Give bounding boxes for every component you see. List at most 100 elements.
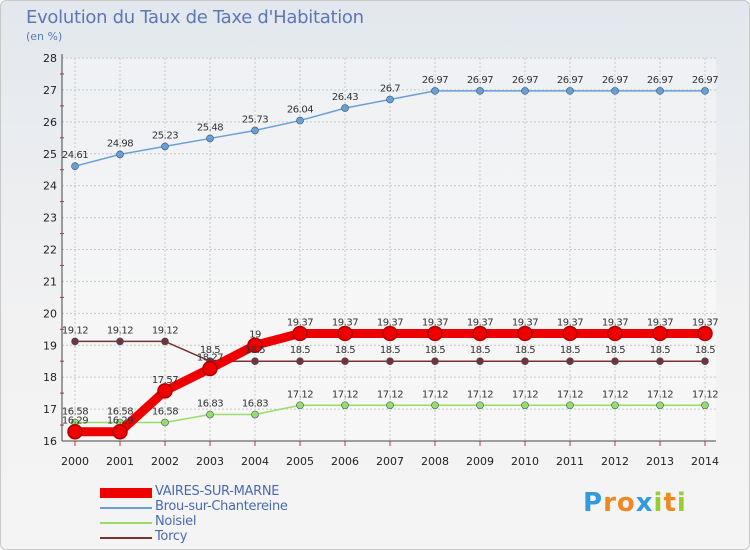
y-tick-label: 20	[43, 307, 57, 320]
data-label: 18.5	[200, 345, 220, 356]
x-tick-label: 2013	[646, 455, 674, 468]
data-point	[476, 357, 484, 366]
y-tick-label: 26	[43, 116, 57, 129]
x-tick-label: 2012	[601, 455, 629, 468]
data-label: 18.5	[425, 345, 445, 356]
data-label: 16.58	[62, 406, 88, 417]
data-point	[472, 325, 488, 342]
y-tick-label: 17	[43, 403, 57, 416]
data-label: 18.27	[197, 353, 223, 364]
data-point	[701, 401, 709, 410]
data-label: 17.12	[287, 389, 313, 400]
data-label: 17.12	[647, 389, 673, 400]
data-point	[67, 423, 83, 440]
data-label: 17.12	[377, 389, 403, 400]
x-tick-label: 2002	[151, 455, 179, 468]
data-label: 24.61	[62, 150, 88, 161]
data-point	[71, 162, 79, 170]
data-point	[611, 87, 619, 95]
data-label: 19.37	[422, 317, 448, 328]
data-point	[562, 325, 578, 342]
x-tick-label: 2011	[556, 455, 584, 468]
data-label: 16.58	[107, 406, 133, 417]
data-point	[386, 401, 394, 410]
data-label: 18.5	[380, 345, 400, 356]
data-point	[431, 401, 439, 410]
data-label: 19.37	[467, 317, 493, 328]
data-label: 17.12	[692, 389, 718, 400]
data-label: 19	[249, 329, 261, 340]
data-point	[112, 423, 128, 440]
data-label: 18.5	[245, 345, 265, 356]
data-point	[161, 418, 169, 427]
logo-letter: r	[603, 488, 617, 518]
x-tick-label: 2008	[421, 455, 449, 468]
data-point	[607, 325, 623, 342]
data-label: 17.12	[422, 389, 448, 400]
data-label: 26.43	[332, 92, 358, 103]
data-label: 19.37	[692, 317, 718, 328]
data-label: 26.04	[287, 105, 313, 116]
data-label: 26.97	[467, 75, 493, 86]
data-point	[206, 134, 214, 143]
data-point	[656, 401, 664, 410]
data-label: 26.97	[692, 75, 718, 86]
data-point	[161, 337, 169, 346]
y-tick-label: 24	[43, 180, 57, 193]
data-label: 18.5	[560, 345, 580, 356]
data-point	[431, 87, 439, 95]
data-label: 16.83	[242, 399, 268, 410]
data-point	[521, 357, 529, 366]
data-point	[656, 357, 664, 366]
data-label: 16.29	[107, 416, 133, 427]
data-point	[386, 95, 394, 104]
data-point	[296, 357, 304, 366]
y-tick-label: 28	[43, 52, 57, 65]
x-tick-label: 2006	[331, 455, 359, 468]
logo-letter: t	[663, 488, 677, 518]
logo-letter: P	[583, 488, 604, 518]
data-point	[521, 401, 529, 410]
data-label: 18.5	[470, 345, 490, 356]
data-label: 19.37	[377, 317, 403, 328]
line-chart: 16 17 18 19 20 21 22 23 24 25 26 27 28 2000 2001 2002 20…	[43, 52, 719, 468]
data-point	[116, 337, 124, 346]
data-point	[476, 87, 484, 95]
data-point	[206, 410, 214, 419]
legend-label: Noisiel	[155, 514, 197, 529]
data-label: 18.5	[290, 345, 310, 356]
data-label: 26.97	[512, 75, 538, 86]
logo-letter: i	[653, 488, 664, 518]
data-label: 19.37	[512, 317, 538, 328]
data-point	[656, 87, 664, 95]
x-tick-label: 2000	[61, 455, 89, 468]
data-point	[337, 325, 353, 342]
x-tick-label: 2009	[466, 455, 494, 468]
data-point	[202, 360, 218, 377]
legend-label: VAIRES-SUR-MARNE	[155, 484, 280, 499]
y-tick-label: 21	[43, 275, 57, 288]
data-point	[476, 401, 484, 410]
data-point	[296, 401, 304, 410]
data-label: 17.57	[152, 375, 178, 386]
data-point	[521, 87, 529, 95]
data-point	[157, 383, 173, 399]
legend-swatch	[100, 507, 152, 509]
data-label: 19.37	[332, 317, 358, 328]
data-label: 19.37	[557, 317, 583, 328]
x-tick-label: 2007	[376, 455, 404, 468]
data-label: 16.58	[152, 406, 178, 417]
data-point	[611, 401, 619, 410]
data-point	[251, 410, 259, 419]
data-point	[427, 325, 443, 342]
y-tick-label: 18	[43, 371, 57, 384]
data-label: 19.12	[107, 325, 133, 336]
data-label: 17.12	[467, 389, 493, 400]
data-point	[566, 87, 574, 95]
x-tick-label: 2003	[196, 455, 224, 468]
data-point	[341, 104, 349, 112]
data-point	[71, 337, 79, 346]
data-point	[341, 357, 349, 366]
y-tick-label: 16	[43, 435, 57, 448]
